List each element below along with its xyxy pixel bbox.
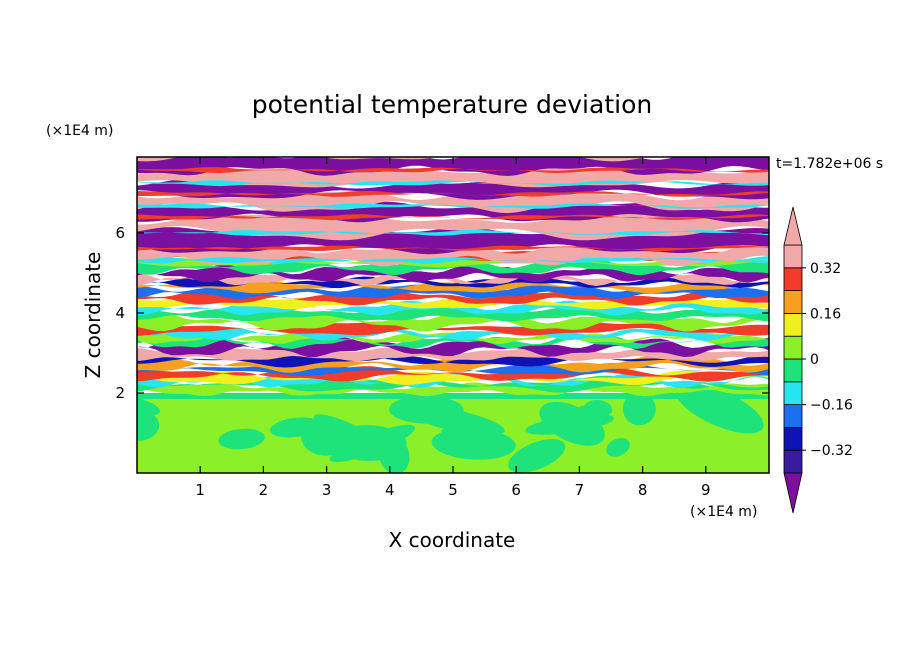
upper-fringe [137,180,769,187]
lower-patch [218,428,265,450]
colorbar-top-arrow [783,206,803,246]
lower-patch [583,399,613,418]
x-tick-label: 3 [322,481,332,499]
x-tick-label: 2 [259,481,269,499]
contour-field [137,157,769,473]
colorbar-bin [783,267,803,291]
colorbar-bin [783,381,803,405]
x-tick-label: 9 [701,481,711,499]
x-tick-label: 8 [638,481,648,499]
upper-fringe [137,191,769,197]
lower-patch [313,414,381,448]
y-tick-label: 2 [115,384,125,402]
mid-band [137,283,769,299]
upper-band [137,157,769,176]
colorbar-bin [783,335,803,360]
colorbar-label: 0.16 [810,306,841,322]
colorbar-bin [783,449,803,474]
mid-band [137,276,769,289]
lower-patch [137,410,160,441]
mid-band [137,279,769,294]
chart-title: potential temperature deviation [252,90,652,119]
x-tick-label: 6 [511,481,521,499]
x-tick-label: 4 [385,481,395,499]
colorbar-label: 0 [810,352,819,368]
lower-patch [622,392,656,426]
colorbar-label: −0.16 [810,398,853,414]
y-axis-label: Z coordinate [81,252,105,379]
upper-band [137,226,769,255]
lower-boundary [137,393,769,399]
y-tick-label: 6 [115,224,125,242]
colorbar: 0.32 0.16 0 −0.16 −0.32 [783,206,853,514]
x-tick-label: 1 [195,481,205,499]
mid-band [137,370,769,386]
x-unit-label: (×1E4 m) [690,504,757,520]
time-label: t=1.782e+06 s [776,156,883,172]
y-unit-label: (×1E4 m) [46,123,113,139]
upper-fringe [137,203,769,209]
upper-fringe [137,245,769,252]
lower-patch [407,406,505,436]
colorbar-bin [783,244,803,269]
lower-patch [508,439,566,473]
upper-fringe [137,167,769,173]
colorbar-bin [783,358,803,383]
y-axis-ticks: 2 4 6 [115,224,769,402]
colorbar-bottom-arrow [783,472,803,514]
lower-patch [269,417,322,438]
colorbar-bin [783,312,803,337]
mid-band [137,289,769,306]
x-axis-ticks: 1 2 3 4 5 6 7 8 9 [195,157,711,499]
mid-band [137,326,769,341]
upper-fringe [137,229,769,236]
colorbar-bin [783,404,803,428]
colorbar-label: −0.32 [810,443,853,459]
lower-patch [606,438,630,457]
lower-patch [378,436,410,473]
x-tick-label: 5 [448,481,458,499]
x-tick-label: 7 [575,481,585,499]
mid-band [137,297,769,310]
colorbar-bin [783,290,803,314]
upper-fringe [137,257,769,264]
colorbar-label: 0.32 [810,261,841,277]
mid-band [137,257,769,268]
colorbar-bin [783,426,803,451]
x-axis-label: X coordinate [389,528,516,552]
y-tick-label: 4 [115,304,125,322]
